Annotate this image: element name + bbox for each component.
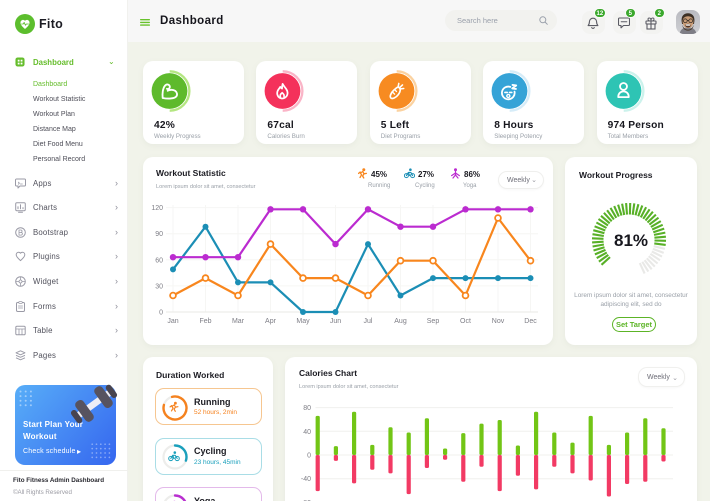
svg-text:Dec: Dec [524,318,537,325]
svg-text:Apr: Apr [265,318,277,325]
svg-text:Jul: Jul [364,318,373,325]
svg-text:Mar: Mar [232,318,245,325]
svg-text:120: 120 [151,205,163,212]
svg-text:Aug: Aug [394,318,407,325]
svg-text:80: 80 [303,405,311,412]
svg-text:Nov: Nov [492,318,505,325]
svg-text:0: 0 [307,453,311,460]
svg-text:40: 40 [303,429,311,436]
svg-text:-80: -80 [301,500,311,501]
svg-text:30: 30 [155,283,163,290]
svg-text:May: May [296,318,310,325]
svg-text:90: 90 [155,231,163,238]
svg-text:Feb: Feb [199,318,211,325]
svg-text:60: 60 [155,257,163,264]
svg-text:0: 0 [159,310,163,317]
svg-text:-40: -40 [301,476,311,483]
svg-text:Jan: Jan [167,318,178,325]
svg-text:Sep: Sep [427,318,440,325]
svg-text:Jun: Jun [330,318,341,325]
svg-text:Oct: Oct [460,318,471,325]
